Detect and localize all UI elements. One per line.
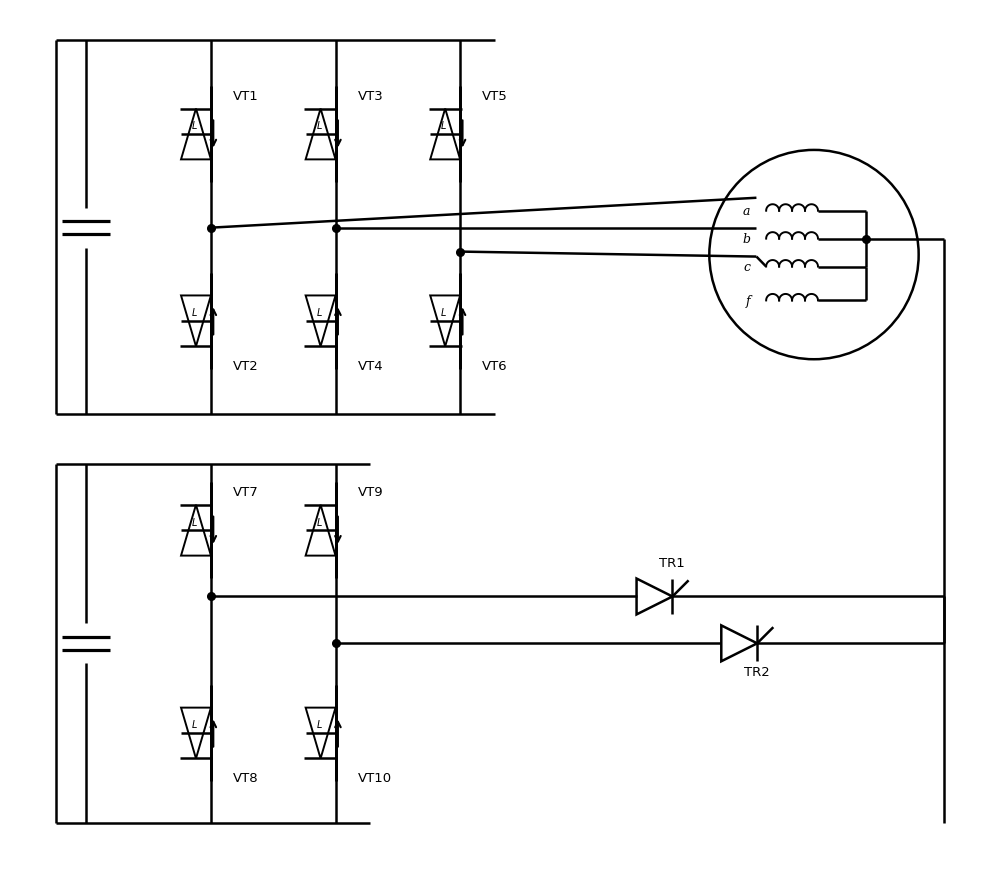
Text: VT1: VT1	[233, 90, 259, 103]
Text: VT3: VT3	[357, 90, 383, 103]
Text: VT5: VT5	[482, 90, 508, 103]
Text: L: L	[441, 122, 446, 131]
Text: f: f	[746, 295, 750, 308]
Text: VT7: VT7	[233, 485, 259, 498]
Text: L: L	[316, 122, 322, 131]
Text: VT9: VT9	[357, 485, 383, 498]
Text: c: c	[743, 261, 750, 274]
Text: VT6: VT6	[482, 360, 508, 373]
Text: L: L	[192, 308, 197, 318]
Text: TR2: TR2	[744, 666, 770, 679]
Text: L: L	[192, 517, 197, 527]
Text: VT4: VT4	[357, 360, 383, 373]
Text: VT8: VT8	[233, 772, 258, 785]
Text: TR1: TR1	[659, 556, 685, 569]
Text: L: L	[192, 122, 197, 131]
Text: L: L	[441, 308, 446, 318]
Text: VT2: VT2	[233, 360, 259, 373]
Text: L: L	[316, 308, 322, 318]
Text: b: b	[742, 233, 750, 246]
Text: L: L	[192, 720, 197, 730]
Text: VT10: VT10	[357, 772, 392, 785]
Text: L: L	[316, 517, 322, 527]
Text: a: a	[743, 205, 750, 218]
Text: L: L	[316, 720, 322, 730]
